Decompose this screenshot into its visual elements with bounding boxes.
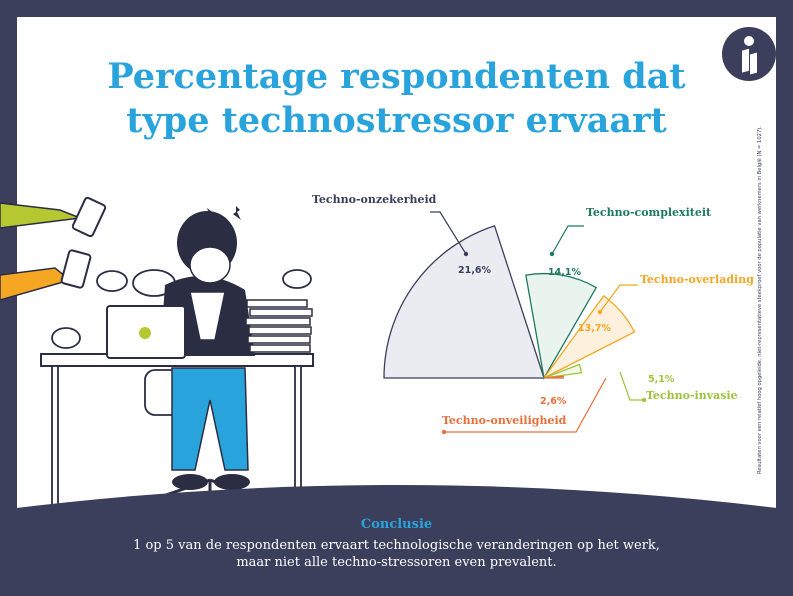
leader-dot — [597, 309, 603, 315]
leader-dot — [549, 251, 555, 257]
smartphone-icon — [60, 196, 107, 289]
wedge-techno-complexiteit — [525, 272, 598, 380]
logo-icon — [722, 27, 776, 81]
title-line-1: Percentage respondenten dat — [107, 56, 686, 97]
leader-line — [599, 284, 638, 313]
data-label: 5,1% — [648, 374, 675, 385]
wedge-techno-overlading — [543, 294, 636, 379]
data-label: 21,6% — [458, 265, 491, 276]
leader-line — [551, 225, 584, 255]
wedge-techno-onzekerheid — [383, 225, 545, 379]
series-name-label: Techno-onveiligheid — [442, 414, 567, 427]
page-title: Percentage respondenten dat type technos… — [17, 55, 776, 143]
series-name-label: Techno-complexiteit — [586, 206, 712, 219]
wedge-techno-onveiligheid — [543, 375, 564, 379]
data-label: 2,6% — [540, 396, 567, 407]
data-label: 14,1% — [548, 267, 581, 278]
leader-line — [430, 211, 467, 255]
wedge-techno-invasie — [543, 363, 583, 379]
data-label: 13,7% — [578, 323, 611, 334]
series-name-label: Techno-invasie — [646, 389, 738, 402]
title-line-2: type technostressor ervaart — [126, 100, 667, 141]
leader-line — [619, 371, 644, 401]
series-name-label: Techno-overlading — [640, 273, 754, 286]
speech-bubble-icon — [51, 269, 312, 349]
leader-dot — [463, 251, 469, 257]
leader-line — [444, 377, 607, 433]
leader-dot — [441, 429, 447, 435]
leader-dot — [641, 397, 647, 403]
series-name-label: Techno-onzekerheid — [312, 193, 437, 206]
